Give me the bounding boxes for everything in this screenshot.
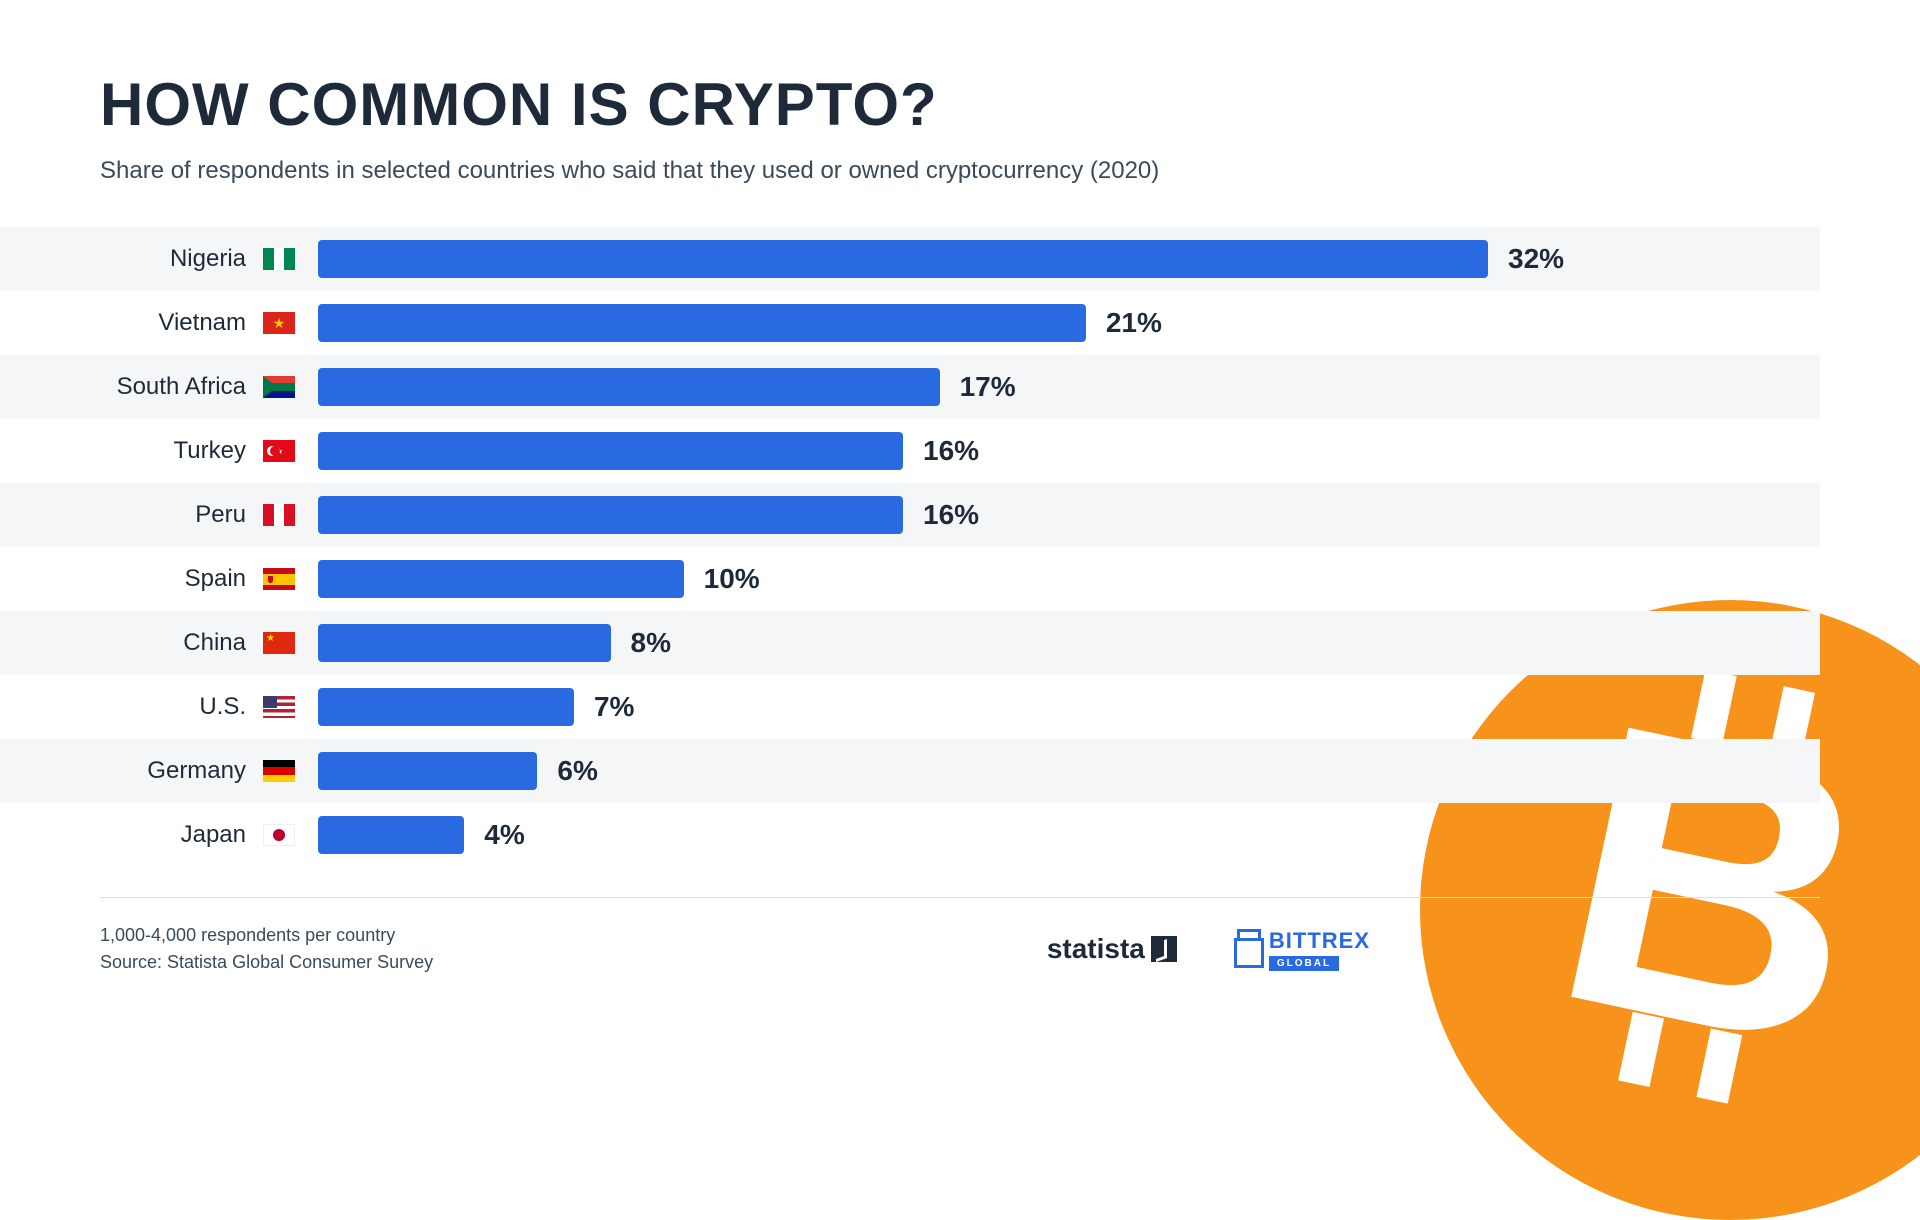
logo-group: statista BITTREX GLOBAL — [1047, 928, 1370, 971]
country-label: Turkey — [0, 437, 260, 465]
bar — [318, 432, 903, 470]
footnote-line-2: Source: Statista Global Consumer Survey — [100, 949, 433, 976]
bar-area: 10% — [298, 560, 1820, 598]
bittrex-logo-text: BITTREX — [1269, 928, 1370, 954]
chart-row: Peru 16% — [0, 483, 1820, 547]
country-label: China — [0, 629, 260, 657]
country-label: Japan — [0, 821, 260, 849]
chart-row: Spain 10% — [0, 547, 1820, 611]
bar-value: 10% — [704, 563, 760, 595]
bar-value: 17% — [960, 371, 1016, 403]
statista-logo-text: statista — [1047, 933, 1145, 965]
flag-icon — [260, 760, 298, 782]
country-label: Spain — [0, 565, 260, 593]
bittrex-logo: BITTREX GLOBAL — [1237, 928, 1370, 971]
bar-value: 32% — [1508, 243, 1564, 275]
chart-row: Vietnam ★ 21% — [0, 291, 1820, 355]
bar-area: 8% — [298, 624, 1820, 662]
country-label: Nigeria — [0, 245, 260, 273]
statista-logo-icon — [1151, 936, 1177, 962]
country-label: Peru — [0, 501, 260, 529]
bar-chart: Nigeria 32% Vietnam ★ 21% South Africa 1… — [0, 227, 1820, 867]
bar-value: 16% — [923, 435, 979, 467]
flag-icon — [260, 248, 298, 270]
bar-area: 16% — [298, 432, 1820, 470]
chart-row: Japan 4% — [0, 803, 1820, 867]
flag-icon — [260, 568, 298, 590]
chart-title: HOW COMMON IS CRYPTO? — [100, 70, 1820, 139]
statista-logo: statista — [1047, 933, 1177, 965]
bar — [318, 304, 1086, 342]
bar-area: 16% — [298, 496, 1820, 534]
flag-icon — [260, 504, 298, 526]
chart-row: Nigeria 32% — [0, 227, 1820, 291]
bar — [318, 752, 537, 790]
chart-subtitle: Share of respondents in selected countri… — [100, 157, 1820, 185]
bar-value: 6% — [557, 755, 597, 787]
bar — [318, 560, 684, 598]
bittrex-logo-icon — [1237, 929, 1261, 953]
flag-icon — [260, 632, 298, 654]
flag-icon — [260, 376, 298, 398]
bar-area: 21% — [298, 304, 1820, 342]
chart-row: Germany 6% — [0, 739, 1820, 803]
bar-area: 4% — [298, 816, 1820, 854]
flag-icon — [260, 824, 298, 846]
chart-row: Turkey ★ 16% — [0, 419, 1820, 483]
bar-value: 21% — [1106, 307, 1162, 339]
bar-area: 17% — [298, 368, 1820, 406]
flag-icon: ★ — [260, 312, 298, 334]
footnote-line-1: 1,000-4,000 respondents per country — [100, 922, 433, 949]
chart-row: South Africa 17% — [0, 355, 1820, 419]
bar — [318, 240, 1488, 278]
bar-value: 8% — [631, 627, 671, 659]
bittrex-logo-subtext: GLOBAL — [1269, 956, 1339, 971]
country-label: Germany — [0, 757, 260, 785]
bar-value: 4% — [484, 819, 524, 851]
bar — [318, 496, 903, 534]
bar-value: 7% — [594, 691, 634, 723]
country-label: U.S. — [0, 693, 260, 721]
chart-footer: 1,000-4,000 respondents per country Sour… — [100, 897, 1820, 976]
footnote: 1,000-4,000 respondents per country Sour… — [100, 922, 433, 976]
bar — [318, 368, 940, 406]
chart-row: U.S. 7% — [0, 675, 1820, 739]
bar-area: 32% — [298, 240, 1820, 278]
bar-area: 7% — [298, 688, 1820, 726]
bar-area: 6% — [298, 752, 1820, 790]
flag-icon — [260, 696, 298, 718]
bar-value: 16% — [923, 499, 979, 531]
bar — [318, 688, 574, 726]
flag-icon: ★ — [260, 440, 298, 462]
bar — [318, 624, 611, 662]
bar — [318, 816, 464, 854]
chart-row: China 8% — [0, 611, 1820, 675]
country-label: Vietnam — [0, 309, 260, 337]
country-label: South Africa — [0, 373, 260, 401]
